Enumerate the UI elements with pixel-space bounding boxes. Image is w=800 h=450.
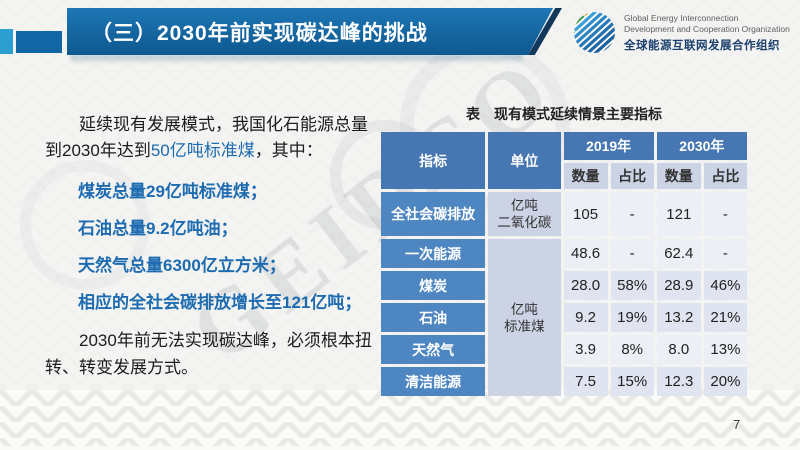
logo-text: Global Energy Interconnection Developmen… xyxy=(624,13,790,53)
cell-share-2030: - xyxy=(703,192,747,236)
unit-line: 二氧化碳 xyxy=(497,215,552,230)
title-banner: （三）2030年前实现碳达峰的挑战 xyxy=(67,8,553,55)
body-text-block: 延续现有发展模式，我国化石能源总量到2030年达到50亿吨标准煤，其中： 煤炭总… xyxy=(45,112,373,381)
cell-share-2030: 21% xyxy=(703,303,747,332)
unit-line: 亿吨 xyxy=(510,301,538,317)
table-row: 石油 9.2 19% 13.2 21% xyxy=(381,303,747,332)
accent-square-cyan xyxy=(0,29,13,54)
row-label: 清洁能源 xyxy=(381,367,486,396)
page-number: 7 xyxy=(733,417,741,432)
globe-icon xyxy=(574,12,615,53)
cell-share-2030: 13% xyxy=(703,335,747,364)
header-row-1: 指标 单位 2019年 2030年 xyxy=(381,132,747,189)
table-caption: 表 现有模式延续情景主要指标 xyxy=(466,106,662,122)
col-header-unit: 单位 xyxy=(488,132,561,189)
col-header-indicator: 指标 xyxy=(381,132,486,189)
organization-logo: Global Energy Interconnection Developmen… xyxy=(572,10,790,55)
indicators-table: 指标 单位 2019年 2030年 数量 占比 数量 占比 全社会碳排放 亿吨二… xyxy=(378,129,750,399)
cell-share-2030: 46% xyxy=(703,271,747,300)
paragraph-intro-post: ，其中： xyxy=(254,141,323,160)
row-label: 一次能源 xyxy=(381,239,486,268)
bullet-oil: 石油总量9.2亿吨油； xyxy=(78,219,238,238)
cell-qty-2030: 12.3 xyxy=(656,367,701,396)
cell-qty-2019: 3.9 xyxy=(563,335,608,364)
cell-share-2019: 15% xyxy=(610,367,654,396)
table-row: 煤炭 28.0 58% 28.9 46% xyxy=(381,271,747,300)
bottom-edge-strip xyxy=(0,446,800,450)
subheader-share-2019: 占比 xyxy=(610,163,654,189)
cell-share-2019: - xyxy=(610,239,654,268)
cell-qty-2030: 28.9 xyxy=(656,271,701,300)
subheader-qty-2019: 数量 xyxy=(563,163,608,189)
bottom-texture-band xyxy=(0,390,800,446)
cell-qty-2019: 48.6 xyxy=(563,239,608,268)
cell-qty-2030: 13.2 xyxy=(656,303,701,332)
cell-qty-2019: 28.0 xyxy=(563,271,608,300)
accent-square-blue xyxy=(16,31,62,53)
unit-line: 亿吨 xyxy=(510,198,538,213)
subheader-qty-2030: 数量 xyxy=(656,163,701,189)
bullet-emissions: 相应的全社会碳排放增长至121亿吨； xyxy=(78,293,362,312)
cell-qty-2019: 7.5 xyxy=(563,367,608,396)
row-label: 石油 xyxy=(381,303,486,332)
cell-share-2019: 8% xyxy=(610,335,654,364)
row-label: 天然气 xyxy=(381,335,486,364)
cell-share-2019: - xyxy=(610,192,654,236)
unit-cell-sce: 亿吨 标准煤 xyxy=(488,239,561,396)
cell-qty-2019: 105 xyxy=(563,192,608,236)
unit-line: 标准煤 xyxy=(504,318,545,334)
row-label: 全社会碳排放 xyxy=(381,192,486,236)
paragraph-intro-pre: 延续现有发展模式，我国化石能源总量到2030年达到 xyxy=(45,115,368,160)
circle-watermark xyxy=(20,160,150,290)
logo-name-en-line2: Development and Cooperation Organization xyxy=(624,23,790,34)
paragraph-intro-highlight: 50亿吨标准煤 xyxy=(150,141,255,160)
cell-share-2030: - xyxy=(703,239,747,268)
logo-name-zh: 全球能源互联网发展合作组织 xyxy=(624,39,780,52)
col-header-2030: 2030年 xyxy=(656,132,747,160)
table-row: 全社会碳排放 亿吨二氧化碳 105 - 121 - xyxy=(381,192,747,236)
paragraph-conclusion: 2030年前无法实现碳达峰，必须根本扭转、转变发展方式。 xyxy=(45,331,372,377)
subheader-share-2030: 占比 xyxy=(703,163,747,189)
indicator-table-section: 表 现有模式延续情景主要指标 指标 单位 2019年 2030年 数量 占比 数… xyxy=(378,104,750,399)
cell-qty-2030: 62.4 xyxy=(656,239,701,268)
col-header-2019: 2019年 xyxy=(563,132,654,160)
table-row: 清洁能源 7.5 15% 12.3 20% xyxy=(381,367,747,396)
logo-name-en-line1: Global Energy Interconnection xyxy=(624,12,739,23)
unit-cell-co2: 亿吨 二氧化碳 xyxy=(488,192,561,236)
paragraph-intro: 延续现有发展模式，我国化石能源总量到2030年达到50亿吨标准煤，其中： xyxy=(45,112,373,164)
header-row-2: 数量 占比 数量 占比 xyxy=(381,163,747,189)
bullet-gas: 天然气总量6300亿立方米； xyxy=(78,256,286,275)
cell-share-2019: 58% xyxy=(610,271,654,300)
banner-shadow xyxy=(70,55,522,64)
table-row: 一次能源 亿吨 标准煤 48.6 - 62.4 - xyxy=(381,239,747,396)
cell-qty-2030: 121 xyxy=(656,192,701,236)
slide-title: （三）2030年前实现碳达峰的挑战 xyxy=(91,21,428,45)
row-label: 煤炭 xyxy=(381,271,486,300)
cell-qty-2019: 9.2 xyxy=(563,303,608,332)
table-row: 天然气 3.9 8% 8.0 13% xyxy=(381,335,747,364)
cell-share-2019: 19% xyxy=(610,303,654,332)
cell-share-2030: 20% xyxy=(703,367,747,396)
cell-qty-2030: 8.0 xyxy=(656,335,701,364)
bullet-coal: 煤炭总量29亿吨标准煤； xyxy=(78,182,267,201)
